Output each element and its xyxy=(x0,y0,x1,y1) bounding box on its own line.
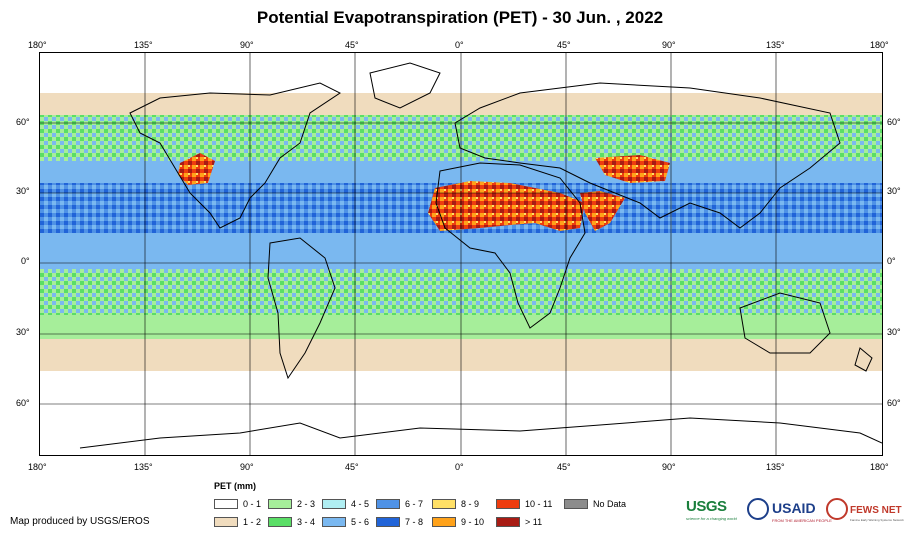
coast-north-america xyxy=(129,82,341,229)
legend-item: 0 - 1 xyxy=(214,498,261,509)
legend-label: No Data xyxy=(593,498,627,509)
legend-label: 0 - 1 xyxy=(243,498,262,509)
legend-label: 10 - 11 xyxy=(525,498,553,509)
coast-australia xyxy=(739,292,831,354)
legend-swatch xyxy=(268,498,292,509)
legend-item: 6 - 7 xyxy=(376,498,423,509)
lon-label: 90° xyxy=(240,462,254,472)
legend-item: 7 - 8 xyxy=(376,516,423,527)
legend-title: PET (mm) xyxy=(214,481,257,491)
lat-label: 30° xyxy=(16,327,30,337)
lon-label: 45° xyxy=(557,462,571,472)
legend-label: 9 - 10 xyxy=(461,516,485,527)
usgs-tagline: science for a changing world xyxy=(686,516,737,521)
legend-item: 3 - 4 xyxy=(268,516,315,527)
legend-swatch xyxy=(496,516,520,527)
fewsnet-globe-icon xyxy=(826,498,848,520)
legend-item: > 11 xyxy=(496,516,542,527)
legend-label: 8 - 9 xyxy=(461,498,480,509)
legend-item: 1 - 2 xyxy=(214,516,261,527)
coast-new-zealand xyxy=(854,347,873,372)
legend-item: 2 - 3 xyxy=(268,498,315,509)
pet-map-canvas xyxy=(40,53,882,455)
legend-label: > 11 xyxy=(525,516,543,527)
legend-swatch xyxy=(322,516,346,527)
fewsnet-logo-text: FEWS NET xyxy=(850,505,902,516)
lon-label: 135° xyxy=(134,462,153,472)
lat-label: 30° xyxy=(887,186,901,196)
lat-label: 60° xyxy=(887,117,901,127)
legend-item: 10 - 11 xyxy=(496,498,552,509)
pet-map[interactable] xyxy=(39,52,883,456)
lat-label: 30° xyxy=(887,327,901,337)
lat-label: 0° xyxy=(887,256,896,266)
legend-swatch xyxy=(432,498,456,509)
legend-swatch xyxy=(496,498,520,509)
coast-eurasia xyxy=(454,82,841,229)
legend-item: 9 - 10 xyxy=(432,516,484,527)
usaid-seal-icon xyxy=(747,498,769,520)
lon-label: 180° xyxy=(28,462,47,472)
fewsnet-tagline: Famine Early Warning Systems Network xyxy=(850,518,904,522)
lon-label: 0° xyxy=(455,40,464,50)
lon-label: 180° xyxy=(28,40,47,50)
legend-swatch xyxy=(564,498,588,509)
legend-label: 3 - 4 xyxy=(297,516,316,527)
legend-item: 4 - 5 xyxy=(322,498,369,509)
hotspot-sahara xyxy=(428,181,585,231)
lon-label: 135° xyxy=(134,40,153,50)
lon-label: 90° xyxy=(662,40,676,50)
lat-label: 60° xyxy=(887,398,901,408)
lat-label: 60° xyxy=(16,117,30,127)
lat-label: 60° xyxy=(16,398,30,408)
lat-label: 30° xyxy=(16,186,30,196)
legend-label: 1 - 2 xyxy=(243,516,262,527)
legend-swatch xyxy=(214,516,238,527)
hotspot-sw-usa xyxy=(178,153,215,185)
lon-label: 90° xyxy=(662,462,676,472)
usaid-tagline: FROM THE AMERICAN PEOPLE xyxy=(772,518,832,523)
lon-label: 135° xyxy=(766,40,785,50)
legend-item: 5 - 6 xyxy=(322,516,369,527)
coast-africa xyxy=(435,162,586,329)
lon-label: 180° xyxy=(870,462,889,472)
pet-hotspots xyxy=(178,153,670,231)
coast-south-america xyxy=(267,237,336,380)
legend-label: 6 - 7 xyxy=(405,498,424,509)
lon-label: 45° xyxy=(345,462,359,472)
legend-swatch xyxy=(376,516,400,527)
map-title: Potential Evapotranspiration (PET) - 30 … xyxy=(256,8,664,27)
hotspot-arabia xyxy=(580,191,625,231)
lon-label: 45° xyxy=(345,40,359,50)
legend-swatch xyxy=(432,516,456,527)
coast-antarctica xyxy=(79,417,882,449)
legend-swatch xyxy=(322,498,346,509)
legend-item: 8 - 9 xyxy=(432,498,479,509)
legend-label: 5 - 6 xyxy=(351,516,370,527)
legend-swatch xyxy=(214,498,238,509)
lon-label: 0° xyxy=(455,462,464,472)
lon-label: 180° xyxy=(870,40,889,50)
usaid-logo-text: USAID xyxy=(772,500,816,516)
lon-label: 135° xyxy=(766,462,785,472)
credit-text: Map produced by USGS/EROS xyxy=(10,516,150,527)
legend-label: 2 - 3 xyxy=(297,498,316,509)
hotspot-central-asia xyxy=(595,155,670,183)
coastlines xyxy=(79,62,882,449)
legend-swatch xyxy=(376,498,400,509)
lat-label: 0° xyxy=(21,256,30,266)
coast-greenland xyxy=(369,62,441,109)
usaid-logo: USAID FROM THE AMERICAN PEOPLE xyxy=(772,500,832,523)
legend-label: 7 - 8 xyxy=(405,516,424,527)
lon-label: 45° xyxy=(557,40,571,50)
lon-label: 90° xyxy=(240,40,254,50)
usgs-logo-text: USGS xyxy=(686,498,727,515)
usgs-logo: USGS science for a changing world xyxy=(686,498,737,521)
legend-swatch xyxy=(268,516,292,527)
legend-label: 4 - 5 xyxy=(351,498,370,509)
legend-item: No Data xyxy=(564,498,626,509)
graticule xyxy=(40,53,882,455)
fewsnet-logo: FEWS NET Famine Early Warning Systems Ne… xyxy=(850,500,904,522)
